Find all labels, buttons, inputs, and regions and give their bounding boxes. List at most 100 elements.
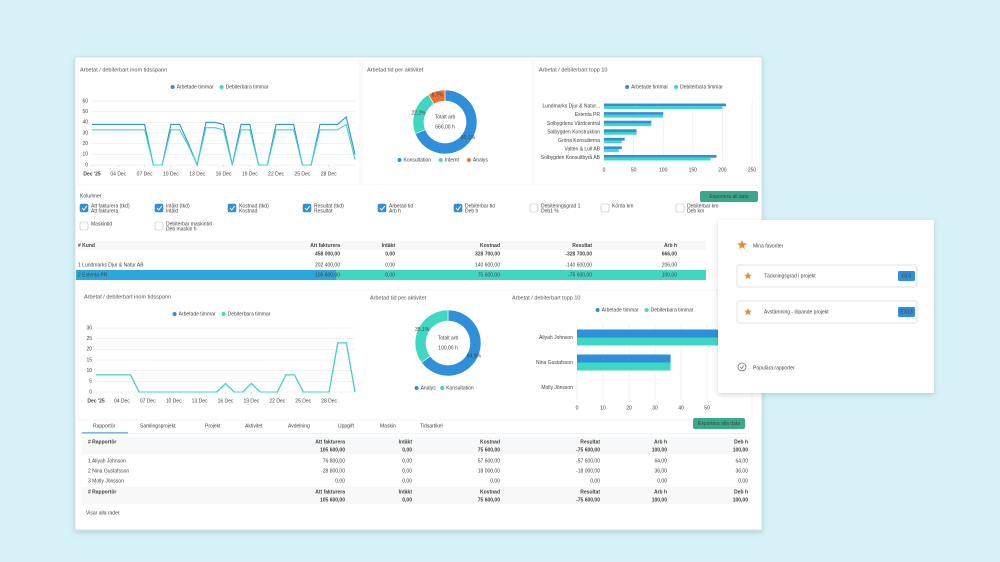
favorite-item[interactable] bbox=[736, 300, 918, 324]
legend-label: Debiterbara timmar bbox=[680, 84, 723, 90]
tab[interactable]: Samlingsprojekt bbox=[140, 423, 176, 429]
bar bbox=[604, 106, 723, 110]
table-header: Resultat bbox=[572, 243, 592, 249]
donut-segment bbox=[414, 89, 478, 155]
selected-row bbox=[76, 270, 706, 280]
table-cell: 0,00 bbox=[335, 478, 345, 484]
export-button[interactable] bbox=[700, 191, 758, 202]
bar bbox=[604, 154, 717, 158]
table-footer-total: -75 600,00 bbox=[576, 497, 600, 503]
legend-label: Analys bbox=[421, 385, 437, 391]
legend-swatch bbox=[219, 85, 224, 89]
tab[interactable]: Projekt bbox=[205, 423, 221, 429]
column-option-label: Intäkt (tkd) bbox=[166, 203, 190, 209]
legend-swatch bbox=[414, 386, 419, 390]
checkmark bbox=[379, 205, 386, 211]
column-option-label: Resultat (tkd) bbox=[314, 203, 344, 209]
x-tick-label: 250 bbox=[748, 167, 757, 173]
table-cell: 3 Molly Jönsson bbox=[88, 478, 124, 484]
table-cell: 36,00 bbox=[654, 468, 667, 474]
legend-label: Arbetade timmar bbox=[602, 307, 639, 313]
favorites-title: Mina favoriter bbox=[753, 243, 784, 249]
bar bbox=[604, 129, 637, 132]
table-header: Resultat bbox=[580, 439, 600, 445]
y-category-label: Nina Gustafsson bbox=[536, 360, 573, 366]
checkbox[interactable] bbox=[453, 203, 463, 213]
bar bbox=[604, 132, 637, 135]
badge bbox=[898, 307, 915, 317]
column-option-label: Att fakturera (tkd) bbox=[91, 203, 130, 209]
checkbox[interactable] bbox=[227, 203, 237, 213]
tab[interactable]: Maskin bbox=[380, 423, 396, 429]
tab[interactable]: Uppgift bbox=[338, 423, 354, 429]
x-tick-label: Dec '25 bbox=[87, 398, 105, 404]
segment-label: 8,7% bbox=[432, 92, 444, 98]
legend-label: Analys bbox=[473, 157, 489, 163]
x-tick-label: 100 bbox=[659, 167, 668, 173]
checkmark bbox=[455, 205, 462, 211]
checkbox[interactable] bbox=[377, 203, 387, 213]
checkbox[interactable] bbox=[529, 203, 539, 213]
x-tick-label: 07 Dec bbox=[140, 398, 156, 404]
export-button[interactable] bbox=[693, 418, 745, 429]
tab[interactable]: Aktivitet bbox=[245, 423, 263, 429]
checkbox[interactable] bbox=[302, 203, 312, 213]
y-tick-label: 30 bbox=[82, 130, 88, 136]
popular-title[interactable]: Populära rapporter bbox=[753, 365, 795, 371]
bar bbox=[604, 103, 726, 107]
column-option-sub: Deb maskin h bbox=[166, 226, 197, 232]
checkbox[interactable] bbox=[79, 203, 89, 213]
star-icon bbox=[737, 240, 747, 250]
donut-center-label: Totalt arb bbox=[438, 335, 459, 341]
legend-label: Debiterbara timmar bbox=[226, 84, 269, 90]
legend-swatch bbox=[172, 312, 177, 316]
tab[interactable]: Avdelning bbox=[288, 423, 310, 429]
y-tick-label: 40 bbox=[82, 120, 88, 126]
column-option-label: Körda km bbox=[612, 203, 633, 209]
tab[interactable]: Tidsartikel bbox=[420, 423, 443, 429]
checkbox[interactable] bbox=[675, 203, 685, 213]
y-tick-label: 0 bbox=[85, 162, 88, 168]
table-cell: 100,00 bbox=[662, 272, 678, 278]
table-total: -75 600,00 bbox=[576, 447, 600, 453]
x-tick-label: 19 Dec bbox=[243, 398, 259, 404]
bar bbox=[604, 146, 622, 150]
checkbox[interactable] bbox=[154, 203, 164, 213]
tab[interactable]: Rapportör bbox=[93, 423, 116, 429]
column-option-label: Debiterbar tid bbox=[465, 203, 495, 209]
table-footer-total: 100,00 bbox=[733, 497, 749, 503]
table-cell: 0,00 bbox=[385, 272, 395, 278]
column-option-label: Maskintid bbox=[91, 221, 112, 227]
line-series bbox=[92, 123, 356, 167]
bar bbox=[577, 354, 671, 363]
checkbox[interactable] bbox=[600, 203, 610, 213]
table-total: -328 700,00 bbox=[565, 251, 592, 257]
table-cell: -18 000,00 bbox=[576, 468, 600, 474]
y-tick-label: 60 bbox=[82, 98, 88, 104]
table-header-bg bbox=[82, 437, 750, 454]
table-footer-total: 0,00 bbox=[402, 497, 412, 503]
bar bbox=[604, 149, 619, 152]
legend-swatch bbox=[440, 386, 445, 390]
legend-label: Arbetade timmar bbox=[177, 84, 214, 90]
table-header: Intäkt bbox=[382, 243, 396, 249]
checkmark bbox=[229, 205, 236, 211]
y-tick-label: 20 bbox=[82, 141, 88, 147]
bar bbox=[604, 114, 664, 118]
column-option-label: Debiterbar km bbox=[687, 203, 718, 209]
table-header: Arb h bbox=[664, 243, 677, 249]
segment-label: 35,1% bbox=[415, 327, 430, 333]
donut-segment bbox=[414, 309, 449, 363]
table-header: Att fakturera bbox=[315, 439, 345, 445]
table-cell: 36,00 bbox=[735, 468, 748, 474]
checkbox[interactable] bbox=[154, 221, 164, 231]
table-footer-header: Resultat bbox=[580, 489, 600, 495]
checkbox[interactable] bbox=[79, 221, 89, 231]
x-tick-label: 04 Dec bbox=[110, 171, 126, 177]
x-tick-label: 0 bbox=[576, 405, 579, 411]
column-option-label: Kostnad (tkd) bbox=[239, 203, 269, 209]
checkmark bbox=[304, 205, 311, 211]
y-category-label: Valten & Lull AB bbox=[565, 146, 601, 152]
favorite-item[interactable] bbox=[736, 264, 918, 288]
table-header: # Rapportör bbox=[88, 439, 116, 445]
